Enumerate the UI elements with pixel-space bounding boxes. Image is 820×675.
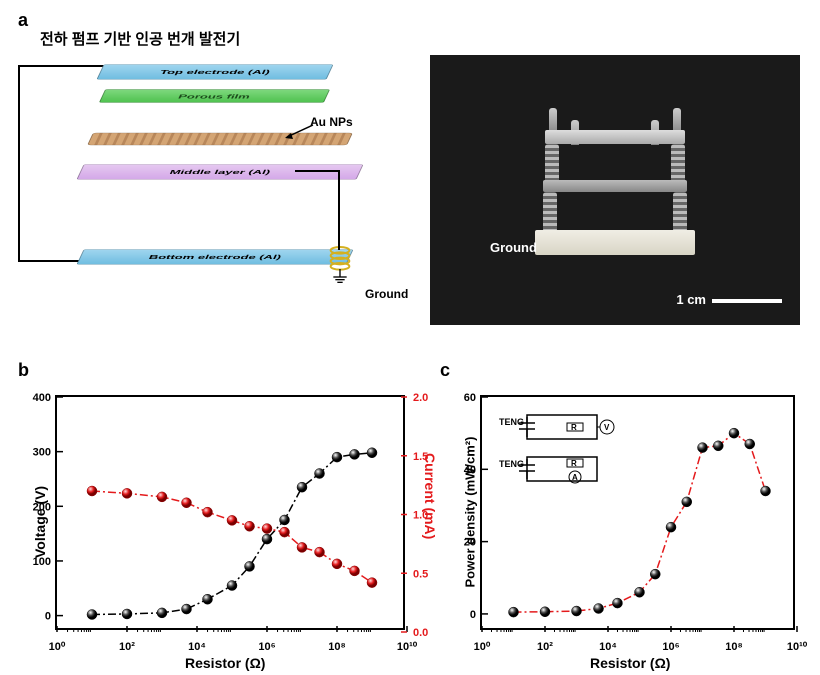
svg-text:V: V	[604, 423, 610, 432]
chart-b-ylabel-right: Current (mA)	[422, 453, 438, 553]
svg-text:10⁶: 10⁶	[662, 641, 679, 653]
au-arrow-icon	[285, 123, 315, 141]
top-electrode-layer: Top electrode (Al)	[96, 64, 333, 79]
svg-text:0.5: 0.5	[413, 568, 428, 580]
device-model	[515, 110, 715, 270]
porous-film-layer: Porous film	[99, 89, 330, 103]
ground-coil-icon	[320, 245, 360, 285]
chart-c-xlabel: Resistor (Ω)	[590, 655, 670, 671]
panel-a-label: a	[18, 10, 28, 31]
svg-text:0: 0	[470, 609, 476, 621]
schematic-diagram: Top electrode (Al) Porous film Middle la…	[20, 55, 400, 335]
au-nps-label: Au NPs	[310, 115, 353, 129]
middle-layer: Middle layer (Al)	[76, 164, 363, 179]
chart-b-plot: 10⁰10²10⁴10⁶10⁸10¹⁰01002003004000.00.51.…	[57, 397, 403, 628]
panel-b-label: b	[18, 360, 29, 381]
svg-text:10⁸: 10⁸	[328, 641, 345, 653]
svg-text:10⁸: 10⁸	[725, 641, 742, 653]
scale-text: 1 cm	[676, 292, 706, 307]
device-photo: Ground 1 cm	[430, 55, 800, 325]
svg-text:10⁶: 10⁶	[258, 641, 275, 653]
chart-b-ylabel-left: Voltage (V)	[32, 458, 48, 558]
chart-c-ylabel: Power density (mW/cm²)	[463, 428, 478, 588]
chart-b: 10⁰10²10⁴10⁶10⁸10¹⁰01002003004000.00.51.…	[55, 395, 405, 630]
svg-text:R: R	[571, 459, 577, 468]
photo-ground-label: Ground	[490, 240, 537, 255]
svg-text:400: 400	[33, 392, 51, 404]
scale-bar: 1 cm	[676, 292, 782, 307]
svg-text:10²: 10²	[119, 641, 135, 653]
panel-c-label: c	[440, 360, 450, 381]
svg-text:10²: 10²	[537, 641, 553, 653]
svg-text:10⁰: 10⁰	[49, 641, 66, 653]
svg-text:R: R	[571, 423, 577, 432]
teng-label-2: TENG	[499, 459, 524, 469]
ground-label: Ground	[365, 287, 408, 301]
svg-text:10¹⁰: 10¹⁰	[787, 641, 808, 653]
svg-text:60: 60	[464, 392, 476, 404]
inset-circuit: TENG R V TENG R	[497, 409, 627, 494]
chart-b-xlabel: Resistor (Ω)	[185, 655, 265, 671]
svg-text:A: A	[572, 473, 578, 482]
svg-text:10⁰: 10⁰	[474, 641, 491, 653]
svg-text:10¹⁰: 10¹⁰	[397, 641, 418, 653]
svg-text:0.0: 0.0	[413, 627, 428, 639]
teng-label-1: TENG	[499, 417, 524, 427]
panel-a-title: 전하 펌프 기반 인공 번개 발전기	[40, 28, 240, 49]
chart-c: 10⁰10²10⁴10⁶10⁸10¹⁰0204060 TENG R V TENG	[480, 395, 795, 630]
svg-text:0: 0	[45, 611, 51, 623]
svg-text:10⁴: 10⁴	[599, 641, 617, 653]
svg-text:300: 300	[33, 447, 51, 459]
bottom-electrode-layer: Bottom electrode (Al)	[76, 249, 353, 264]
svg-text:2.0: 2.0	[413, 392, 428, 404]
svg-text:10⁴: 10⁴	[188, 641, 206, 653]
